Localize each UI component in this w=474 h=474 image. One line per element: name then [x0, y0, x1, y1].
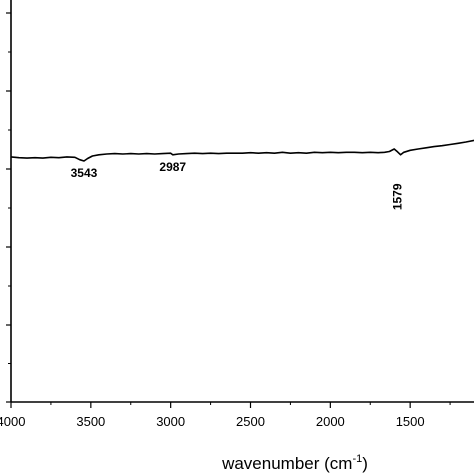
x-tick-label: 3000 — [156, 414, 185, 429]
x-tick-label: 2000 — [316, 414, 345, 429]
spectrum-line — [10, 139, 474, 162]
peak-label: 3543 — [71, 166, 98, 180]
x-axis-title-end: ) — [362, 454, 368, 473]
annotation-layer: 3543298715799797 — [71, 160, 405, 210]
y-axis — [6, 12, 11, 403]
x-axis-title: wavenumber (cm-1) — [221, 453, 368, 473]
series-layer — [10, 139, 474, 162]
x-tick-label: 2500 — [236, 414, 265, 429]
plot-area — [10, 0, 474, 403]
peak-label: 2987 — [159, 160, 186, 174]
x-tick-label: 3500 — [76, 414, 105, 429]
x-axis: 4000350030002500200015001000 — [0, 402, 451, 429]
x-tick-label: 1500 — [396, 414, 425, 429]
x-tick-label: 4000 — [0, 414, 25, 429]
peak-label: 1579 — [391, 183, 405, 210]
x-axis-title-sup: -1 — [352, 453, 362, 465]
x-axis-title-main: wavenumber (cm — [221, 454, 352, 473]
